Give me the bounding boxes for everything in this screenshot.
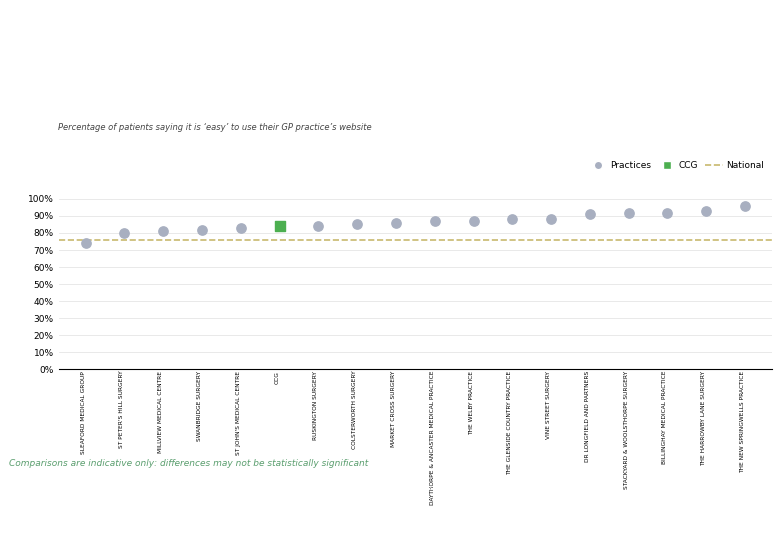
Point [390, 219, 402, 227]
Point [700, 206, 712, 215]
Text: © Ipsos MORI    13-042653-01 | Version 1 | Public: © Ipsos MORI 13-042653-01 | Version 1 | … [9, 535, 183, 540]
Text: Ease of use of online services:: Ease of use of online services: [10, 51, 317, 69]
Point [312, 222, 324, 231]
Legend: Practices, CCG, National: Practices, CCG, National [585, 158, 768, 174]
Text: how the CCG’s practices compare: how the CCG’s practices compare [10, 92, 349, 110]
Text: 22: 22 [381, 515, 399, 529]
Point [661, 208, 674, 217]
Point [157, 227, 169, 235]
Text: Social Research Institute: Social Research Institute [9, 523, 105, 532]
Point [196, 225, 208, 234]
Text: Base: All those completing a questionnaire excluding 'Haven't tried': National (: Base: All those completing a questionnai… [9, 485, 510, 491]
Point [351, 220, 363, 229]
Point [273, 222, 285, 231]
Point [545, 215, 558, 224]
Text: ipsos: ipsos [715, 516, 743, 526]
Point [583, 210, 596, 219]
Point [622, 208, 635, 217]
Point [739, 201, 751, 210]
Text: Q6. How easy is it to use your GP practice’s website to look for information or : Q6. How easy is it to use your GP practi… [9, 131, 506, 140]
Point [80, 239, 92, 247]
Point [467, 217, 480, 225]
Point [119, 228, 131, 237]
Text: Percentage of patients saying it is ‘easy’ to use their GP practice’s website: Percentage of patients saying it is ‘eas… [58, 123, 372, 132]
Text: %Easy = %Very easy + %Fairly easy: %Easy = %Very easy + %Fairly easy [682, 485, 780, 491]
Point [506, 215, 519, 224]
Text: Comparisons are indicative only: differences may not be statistically significan: Comparisons are indicative only: differe… [9, 458, 369, 468]
Point [428, 217, 441, 225]
Text: Ipsos MORI: Ipsos MORI [9, 512, 66, 521]
Point [235, 224, 247, 232]
